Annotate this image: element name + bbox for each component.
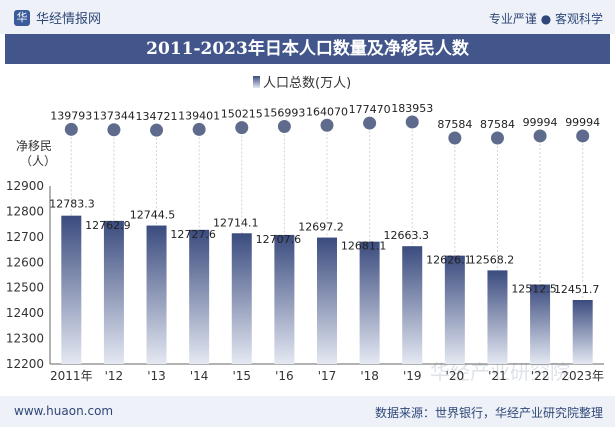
population-label: 12512.5 — [511, 283, 557, 296]
population-bar — [61, 215, 82, 364]
brand-name: 华经情报网 — [36, 12, 102, 27]
y-tick-label: 12600 — [6, 255, 44, 269]
migration-label: 87584 — [480, 118, 515, 131]
footer-bar: www.huaon.com 数据来源：世界银行，华经产业研究院整理 — [0, 396, 615, 427]
x-tick-label: '14 — [190, 369, 209, 383]
migration-label: 177470 — [349, 103, 391, 116]
population-label: 12783.3 — [49, 198, 95, 211]
header-bar: 华 华经情报网 专业严谨 ● 客观科学 — [0, 0, 615, 34]
population-bar — [359, 241, 380, 364]
legend-swatch — [253, 76, 260, 88]
migration-dot — [235, 121, 249, 135]
migration-label: 183953 — [391, 102, 433, 115]
migration-dot — [448, 131, 462, 145]
population-label: 12762.9 — [85, 219, 131, 232]
population-bar — [444, 255, 465, 364]
population-label: 12681.1 — [341, 240, 387, 253]
migration-label: 87584 — [437, 118, 472, 131]
legend-label: 人口总数(万人) — [263, 76, 351, 91]
x-tick-label: '21 — [488, 369, 507, 383]
migration-dot — [277, 119, 291, 133]
migration-label: 99994 — [523, 116, 558, 129]
y-tick-label: 12700 — [6, 230, 44, 244]
population-bar — [274, 234, 295, 364]
population-bar — [146, 225, 167, 364]
population-label: 12663.3 — [383, 229, 429, 242]
x-axis: 2011年 '12 '13 '14 '15 '16 '17 '18 '19 '20 '21 '22 20… — [50, 369, 604, 383]
population-bar — [189, 229, 210, 364]
migration-dot — [192, 122, 206, 136]
x-tick-label: 2011年 — [50, 369, 93, 383]
migration-label: 134721 — [136, 110, 178, 123]
population-bar — [530, 284, 551, 364]
migration-label: 139793 — [50, 109, 92, 122]
slogan: 专业严谨 ● 客观科学 — [488, 12, 603, 26]
brand-logo-icon: 华 — [14, 9, 30, 26]
migration-dot — [64, 122, 78, 136]
migration-label: 156993 — [263, 106, 305, 119]
migration-label: 139401 — [178, 109, 220, 122]
x-tick-label: '15 — [232, 369, 251, 383]
population-label: 12451.7 — [554, 283, 600, 296]
y-axis: 12200 12300 12400 12500 12600 12700 12800 12900 — [6, 179, 604, 371]
migration-dot — [150, 123, 164, 137]
population-bar — [317, 237, 337, 364]
data-source: 数据来源：世界银行，华经产业研究院整理 — [374, 406, 603, 420]
population-label: 12707.6 — [256, 233, 302, 246]
x-tick-label: '17 — [318, 369, 337, 383]
chart: 华经产业研究院 人口总数(万人) 净移民 （人） 139793 137344 134… — [6, 76, 604, 384]
migration-label: 137344 — [93, 110, 135, 123]
website: www.huaon.com — [14, 404, 114, 418]
y-tick-label: 12300 — [6, 332, 44, 346]
x-tick-label: '18 — [360, 369, 379, 383]
population-label: 12744.5 — [130, 209, 176, 222]
y-label-line-1: 净移民 — [16, 139, 52, 153]
y-tick-label: 12500 — [6, 281, 44, 295]
x-tick-label: '16 — [275, 369, 294, 383]
migration-label: 164070 — [306, 105, 348, 118]
migration-dot — [576, 129, 590, 143]
population-bar — [231, 233, 252, 364]
population-bar — [487, 270, 508, 364]
x-tick-label: '19 — [403, 369, 422, 383]
migration-dot — [320, 118, 334, 132]
x-tick-label: '22 — [531, 369, 550, 383]
y-tick-label: 12800 — [6, 204, 44, 218]
x-tick-label: '12 — [105, 369, 124, 383]
chart-title: 2011-2023年日本人口数量及净移民人数 — [5, 34, 610, 64]
population-bar — [572, 299, 593, 364]
population-label: 12568.2 — [469, 253, 515, 266]
population-label: 12727.6 — [170, 228, 216, 241]
brand: 华 华经情报网 — [14, 8, 101, 27]
y-tick-label: 12200 — [6, 357, 44, 371]
migration-dot — [490, 131, 504, 145]
y-label-line-2: （人） — [20, 154, 56, 168]
x-tick-label: '13 — [147, 369, 166, 383]
x-tick-label: '20 — [446, 369, 465, 383]
population-label: 12714.1 — [213, 216, 259, 229]
migration-label: 150215 — [221, 108, 263, 121]
migration-dot — [363, 116, 377, 130]
x-tick-label: 2023年 — [561, 369, 604, 383]
population-bar — [402, 246, 423, 364]
population-bar — [103, 220, 124, 364]
migration-dot — [405, 115, 419, 129]
population-label: 12626.1 — [426, 254, 472, 267]
population-label: 12697.2 — [298, 221, 344, 234]
migration-label: 99994 — [565, 116, 600, 129]
y-tick-label: 12900 — [6, 179, 44, 193]
migration-dot — [107, 123, 121, 137]
legend: 人口总数(万人) — [253, 76, 351, 91]
y-tick-label: 12400 — [6, 306, 44, 320]
migration-dot — [533, 129, 547, 143]
